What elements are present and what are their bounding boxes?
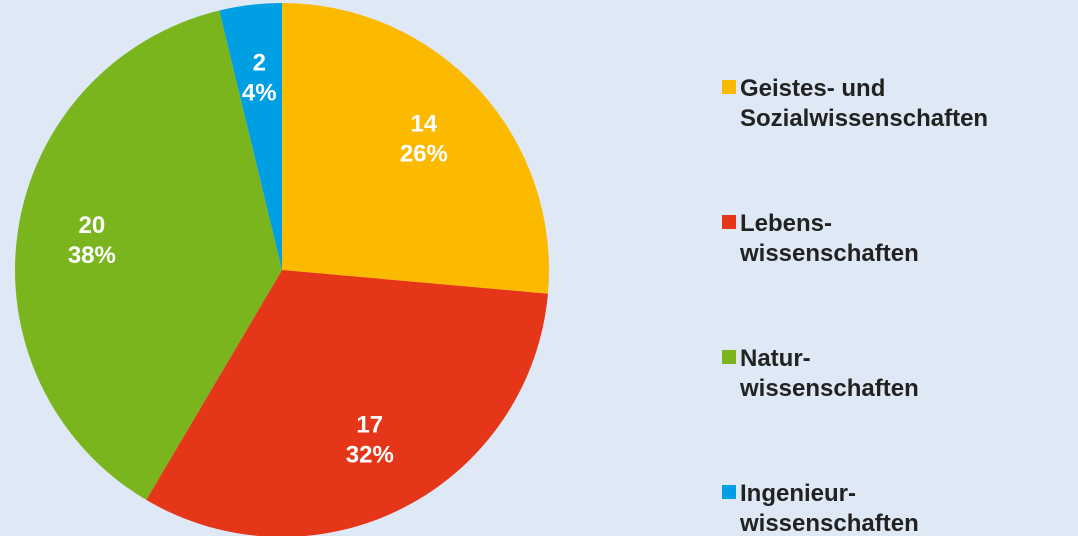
legend-swatch [722, 80, 736, 94]
slice-percent-label: 4% [242, 79, 277, 106]
legend-label: Lebens-wissenschaften [739, 210, 919, 267]
slice-percent-label: 26% [400, 141, 448, 168]
slice-value-label: 17 [356, 411, 383, 438]
pie-slice [14, 10, 282, 500]
pie-slice [219, 3, 282, 270]
slice-value-label: 14 [410, 111, 437, 138]
legend-label: Geistes- und Sozialwissenschaften [740, 75, 988, 132]
slice-percent-label: 38% [68, 242, 116, 269]
slice-value-label: 20 [79, 212, 106, 239]
legend-swatch [722, 215, 736, 229]
slice-value-label: 2 [253, 49, 266, 76]
legend-swatch [722, 485, 736, 499]
legend-swatch [722, 350, 736, 364]
slice-percent-label: 32% [346, 441, 394, 468]
pie-slice [282, 3, 550, 294]
legend-label: Natur-wissenschaften [739, 345, 919, 402]
pie-slice [146, 270, 548, 536]
legend-label: Ingenieur-wissenschaften [739, 480, 919, 536]
